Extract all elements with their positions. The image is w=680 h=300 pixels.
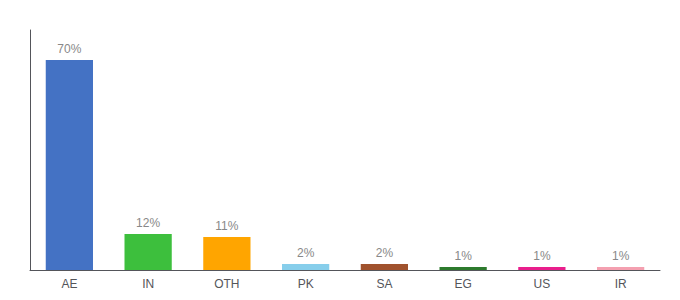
svg-text:2%: 2% — [297, 246, 315, 260]
svg-text:IR: IR — [615, 277, 627, 291]
svg-text:IN: IN — [142, 277, 154, 291]
svg-text:11%: 11% — [215, 219, 238, 233]
svg-text:70%: 70% — [57, 42, 81, 56]
svg-text:AE: AE — [61, 277, 77, 291]
svg-text:OTH: OTH — [214, 277, 239, 291]
svg-text:12%: 12% — [136, 216, 160, 230]
svg-text:US: US — [534, 277, 551, 291]
svg-text:1%: 1% — [454, 249, 472, 263]
svg-text:PK: PK — [298, 277, 314, 291]
svg-text:EG: EG — [454, 277, 471, 291]
svg-text:1%: 1% — [612, 249, 630, 263]
svg-text:2%: 2% — [376, 246, 394, 260]
svg-text:1%: 1% — [533, 249, 551, 263]
svg-text:SA: SA — [376, 277, 392, 291]
